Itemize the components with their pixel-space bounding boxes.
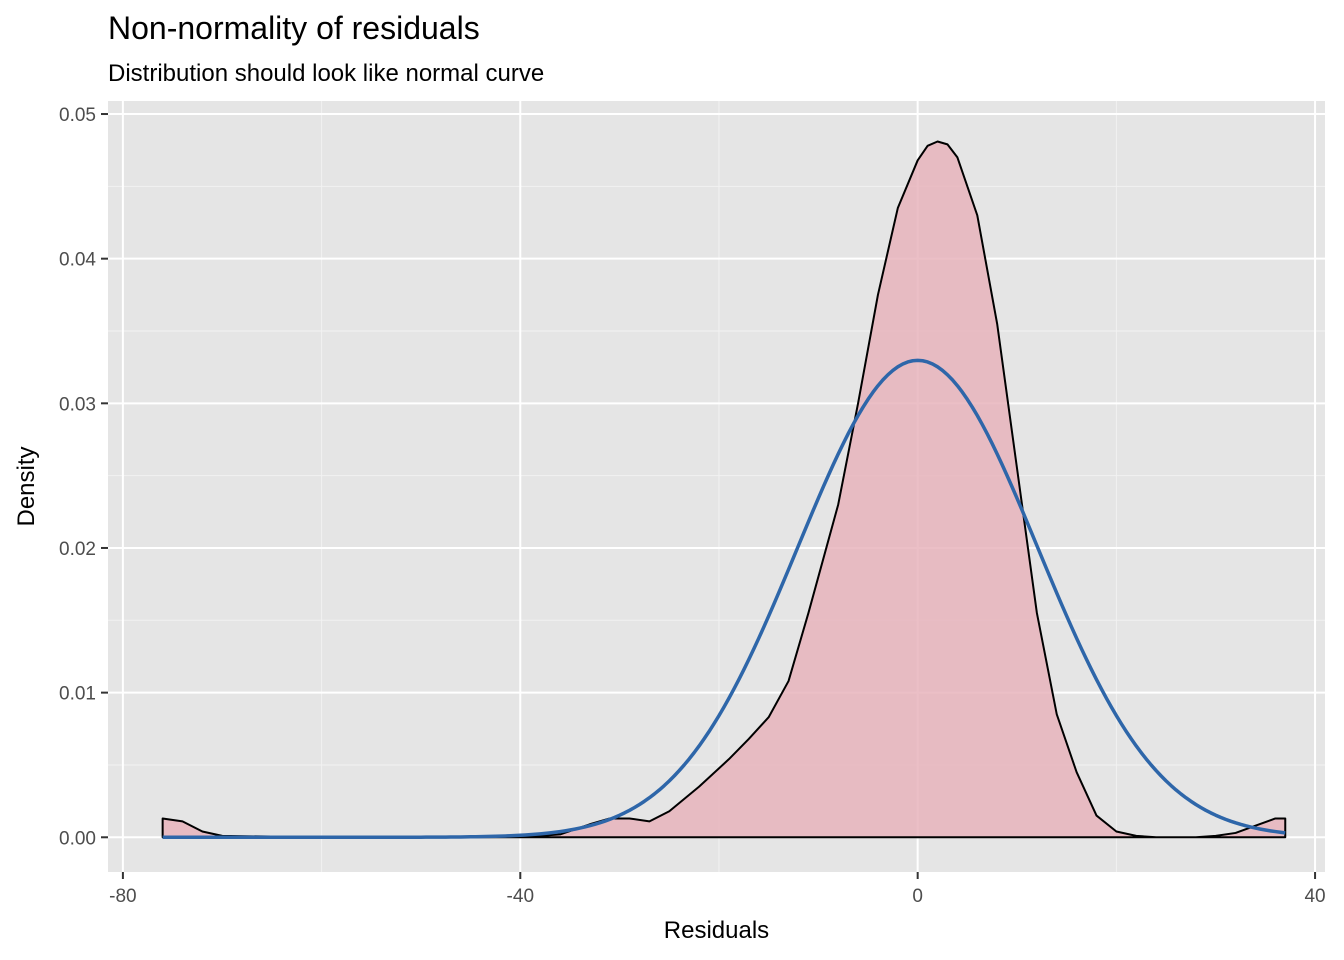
y-tick-label: 0.00	[59, 828, 96, 849]
normal-curve-line	[162, 358, 1286, 840]
plot-panel	[108, 101, 1325, 872]
y-tick-label: 0.04	[59, 250, 96, 271]
y-tick-label: 0.01	[59, 684, 96, 705]
y-axis-title: Density	[13, 446, 40, 526]
x-tick-label: 40	[1304, 886, 1325, 907]
chart-title: Non-normality of residuals	[108, 10, 480, 46]
x-axis-title: Residuals	[664, 917, 769, 944]
density-area	[161, 140, 1287, 839]
y-tick-label: 0.05	[59, 105, 96, 126]
y-tick-label: 0.02	[59, 539, 96, 560]
y-tick-label: 0.03	[59, 394, 96, 415]
x-tick-label: -80	[109, 886, 136, 907]
chart-subtitle: Distribution should look like normal cur…	[108, 60, 545, 87]
x-tick-label: -40	[507, 886, 534, 907]
x-tick-label: 0	[912, 886, 923, 907]
